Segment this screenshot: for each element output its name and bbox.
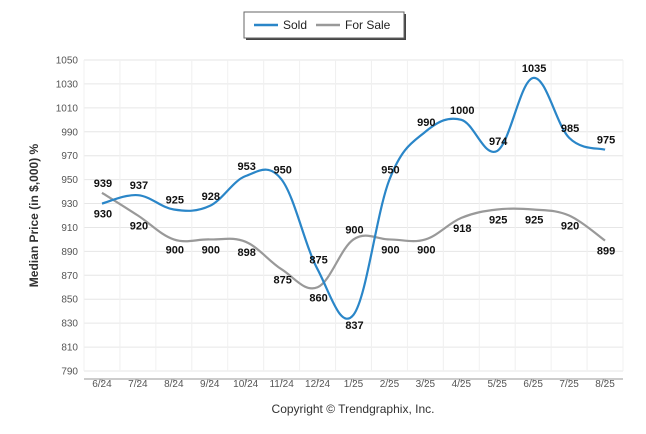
y-tick-label: 850 [61,295,78,306]
data-label-for-sale: 925 [489,215,507,227]
x-tick-label: 7/25 [559,379,579,390]
x-tick-label: 12/24 [305,379,330,390]
y-tick-label: 810 [61,343,78,354]
data-label-sold: 837 [345,320,363,332]
data-label-for-sale: 939 [94,178,112,190]
x-tick-label: 1/25 [344,379,364,390]
data-label-sold: 974 [489,136,508,148]
x-tick-label: 8/24 [164,379,184,390]
y-tick-label: 890 [61,247,78,258]
x-tick-label: 3/25 [416,379,436,390]
legend-label-sold: Sold [283,18,307,32]
data-label-sold: 1035 [522,63,546,75]
y-tick-label: 790 [61,367,78,378]
x-tick-label: 6/24 [92,379,112,390]
data-label-for-sale: 899 [597,246,615,258]
x-tick-label: 2/25 [380,379,400,390]
grid [83,59,624,380]
data-label-sold: 875 [309,254,327,266]
data-label-sold: 950 [273,165,291,177]
data-label-sold: 950 [381,165,399,177]
y-tick-label: 910 [61,223,78,234]
y-tick-label: 970 [61,151,78,162]
y-tick-label: 1010 [56,103,79,114]
series-line-sold [101,76,606,320]
y-tick-label: 830 [61,319,78,330]
x-tick-label: 7/24 [128,379,148,390]
data-label-sold: 953 [238,161,256,173]
data-label-for-sale: 900 [202,244,220,256]
y-tick-label: 1050 [56,56,79,67]
data-labels: 930 937 925 928 953 950 875 837 950 990 1000 974 103… [94,63,615,332]
x-tick-label: 10/24 [233,379,258,390]
data-label-for-sale: 900 [417,244,435,256]
y-tick-label: 930 [61,199,78,210]
x-tick-label: 4/25 [452,379,472,390]
data-label-for-sale: 920 [130,221,148,233]
x-axis-ticks: 6/24 7/24 8/24 9/24 10/24 11/24 12/24 1/25 2/25 3… [92,379,615,390]
data-label-sold: 975 [597,135,615,147]
data-label-for-sale: 920 [561,221,579,233]
data-label-sold: 937 [130,180,148,192]
series-line-for-sale [101,191,606,290]
data-label-sold: 1000 [450,105,474,117]
x-tick-label: 6/25 [523,379,543,390]
y-axis-ticks: 790 810 830 850 870 890 910 930 950 970 990 1010 103… [56,56,79,378]
data-label-for-sale: 860 [309,292,327,304]
data-label-for-sale: 925 [525,215,543,227]
x-tick-label: 11/24 [269,379,294,390]
copyright-footer: Copyright © Trendgraphix, Inc. [272,402,435,416]
data-label-for-sale: 900 [381,244,399,256]
y-tick-label: 870 [61,271,78,282]
x-tick-label: 9/24 [200,379,220,390]
data-label-sold: 925 [166,195,184,207]
data-label-for-sale: 900 [345,224,363,236]
x-tick-label: 8/25 [595,379,615,390]
series-lines [101,76,606,320]
y-tick-label: 1030 [56,79,79,90]
y-tick-label: 950 [61,175,78,186]
data-label-sold: 930 [94,209,112,221]
data-label-for-sale: 918 [453,223,471,235]
data-label-for-sale: 875 [273,274,291,286]
y-tick-label: 990 [61,127,78,138]
legend: Sold For Sale [243,11,406,40]
data-label-for-sale: 900 [166,244,184,256]
data-label-sold: 990 [417,117,435,129]
data-label-for-sale: 898 [238,247,256,259]
data-label-sold: 985 [561,123,579,135]
y-axis-label: Median Price (in $,000) % [27,143,41,287]
x-tick-label: 5/25 [487,379,507,390]
data-label-sold: 928 [202,191,220,203]
legend-label-for-sale: For Sale [345,18,391,32]
